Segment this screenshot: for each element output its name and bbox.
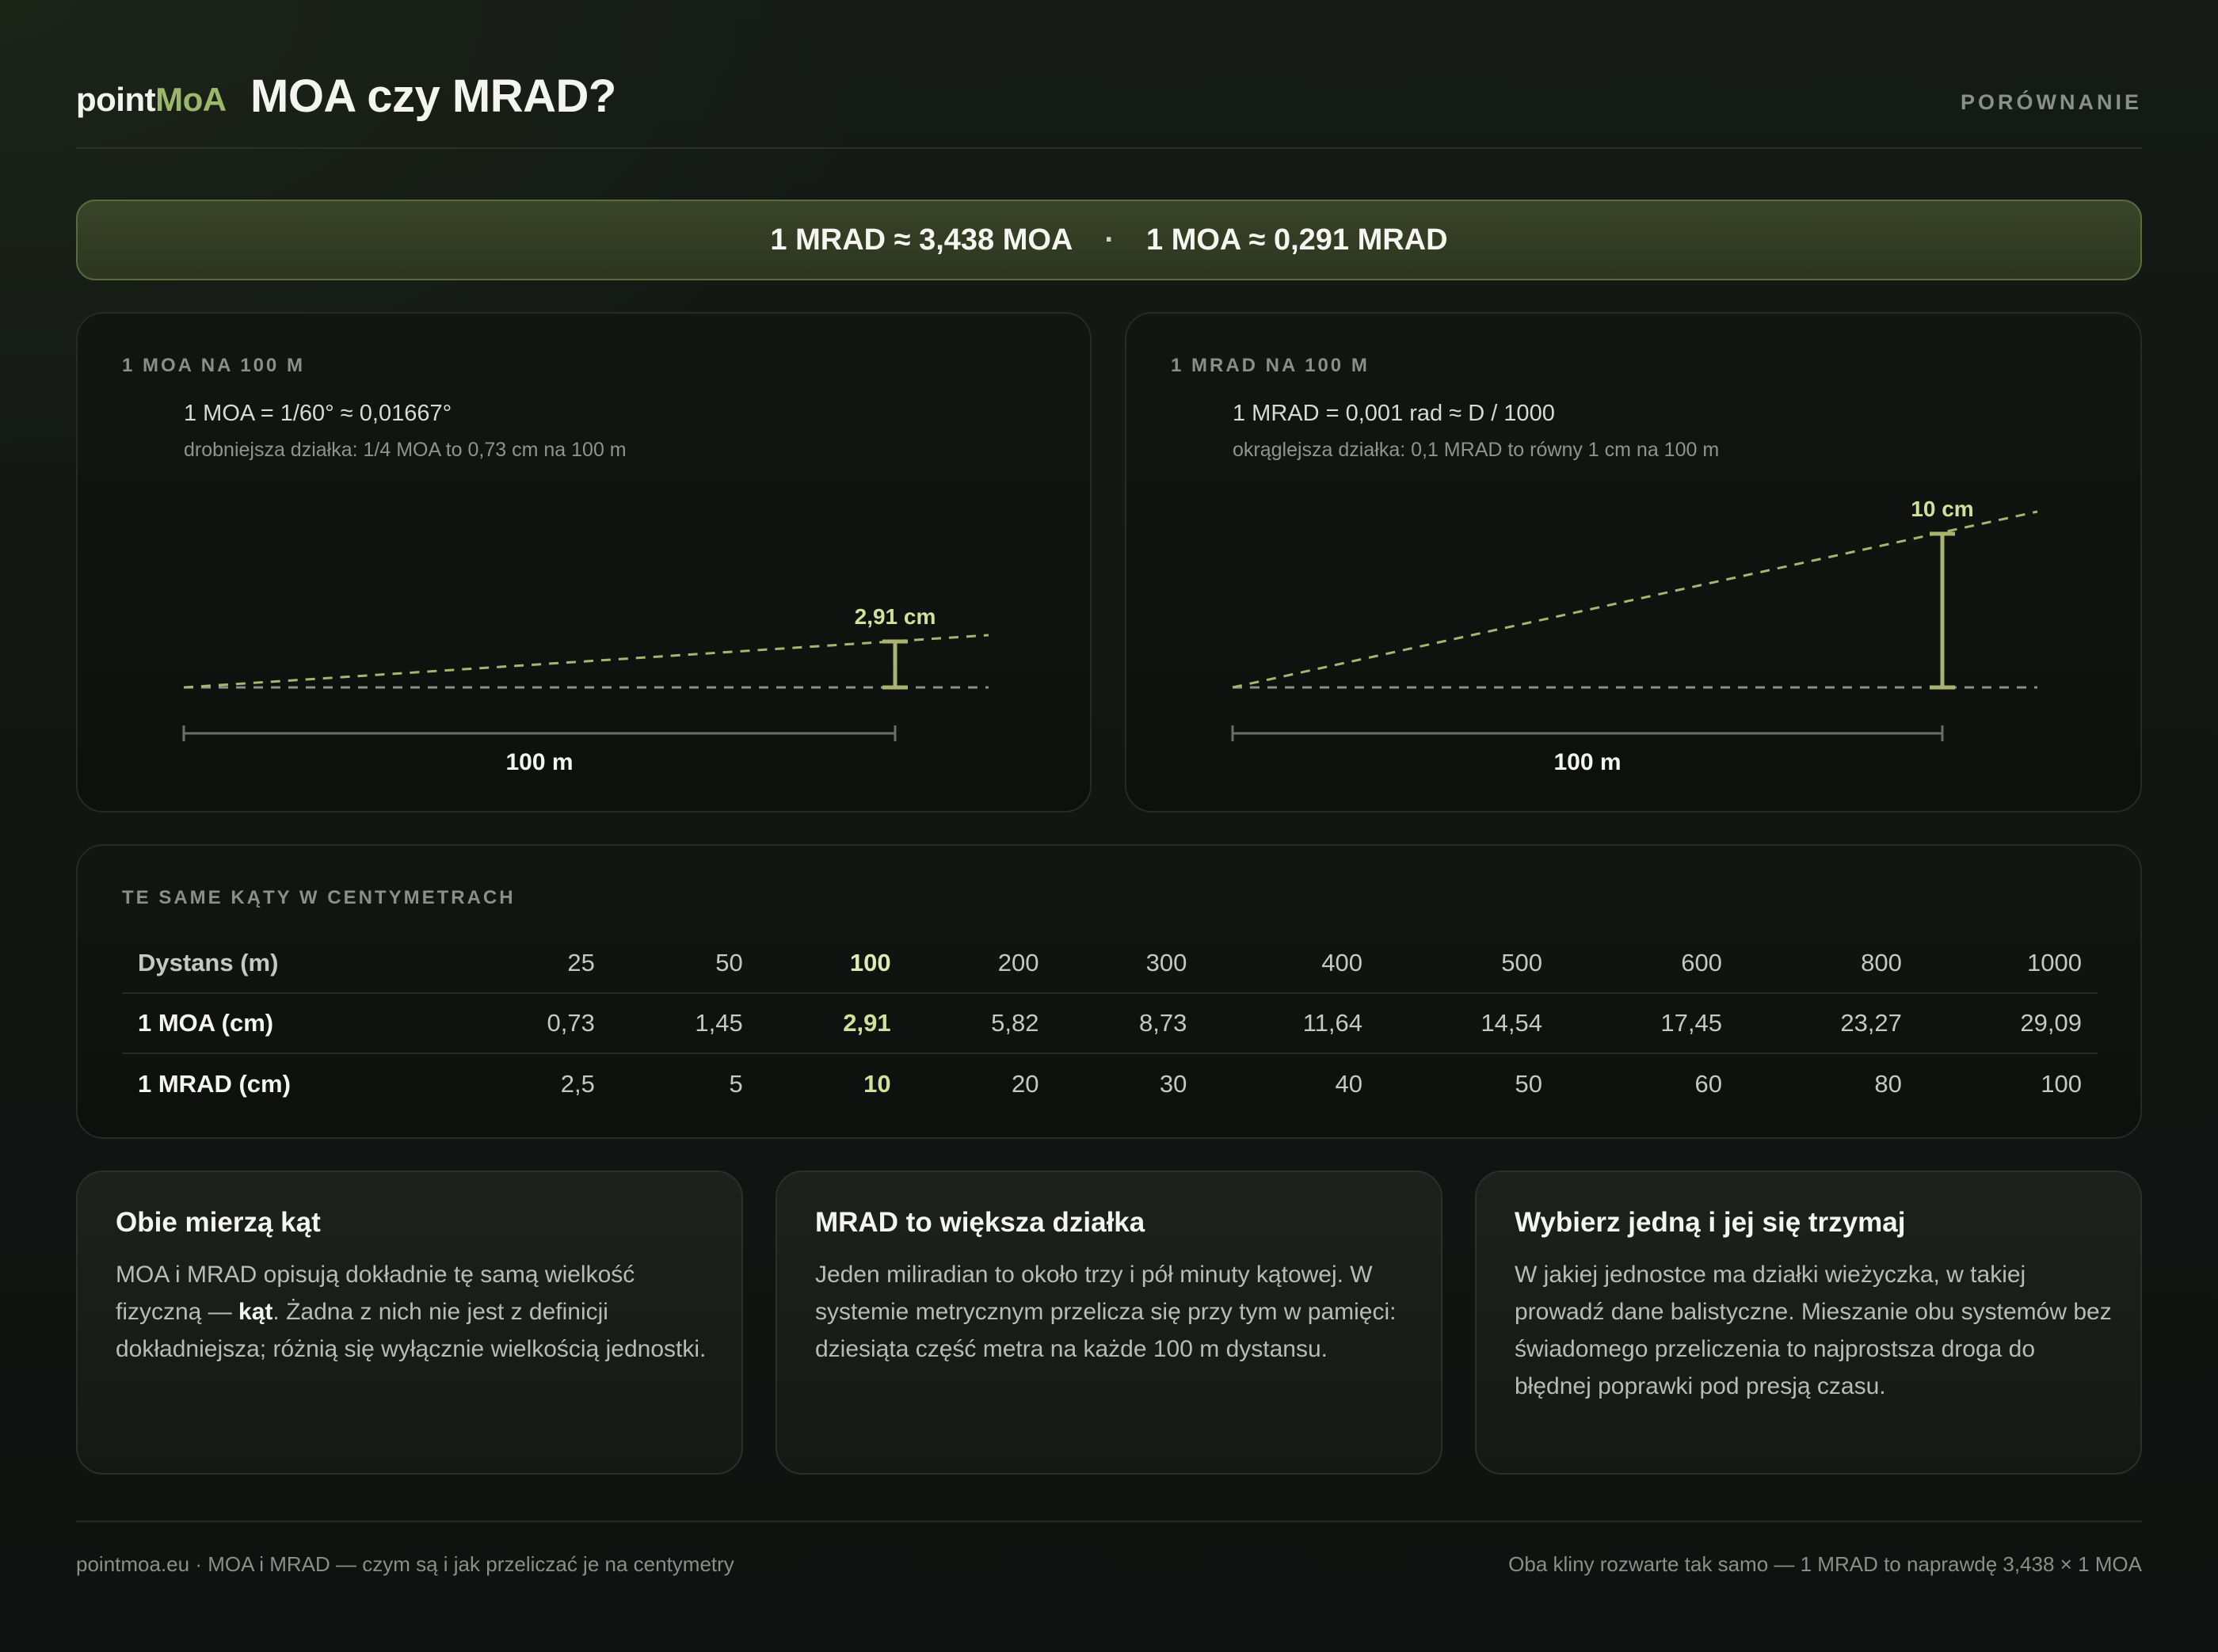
table-header-row: Dystans (m) 25 50 100 200 300 400 500 600 800 1000 <box>122 933 2098 994</box>
mrad-ray <box>1232 510 2038 689</box>
table-cell: 800 <box>1737 933 1918 994</box>
table-cell: 100 <box>758 933 907 994</box>
table-cell: 0,73 <box>463 993 611 1054</box>
mrad-panel-label: 1 MRAD NA 100 M <box>1171 355 1370 376</box>
row-header: Dystans (m) <box>122 933 463 994</box>
table-row: 1 MRAD (cm) 2,5 5 10 20 30 40 50 60 80 100 <box>122 1053 2098 1113</box>
table-cell: 14,54 <box>1378 993 1558 1054</box>
mrad-wedge-diagram: 10 cm 100 m <box>1231 497 2038 775</box>
table-cell: 60 <box>1694 1069 1722 1098</box>
table-cell: 400 <box>1202 933 1378 994</box>
card-text: W jakiej jednostce ma działki wieżyczka,… <box>1515 1262 2112 1399</box>
table-cell: 1,45 <box>610 993 759 1054</box>
table-cell: 1000 <box>1917 933 2098 994</box>
mrad-distance-ruler <box>1231 725 1944 741</box>
table-cell: 11,64 <box>1202 993 1378 1054</box>
footer-note: Oba kliny rozwarte tak samo — 1 MRAD to … <box>1508 1552 2142 1576</box>
table-cell: 600 <box>1557 933 1738 994</box>
card-text: MOA i MRAD opisują dokładnie tę samą wie… <box>116 1262 707 1362</box>
table-cell: 5 <box>729 1069 743 1098</box>
table-cell: 20 <box>1012 1069 1039 1098</box>
info-card-angle: Obie mierzą kąt MOA i MRAD opisują dokła… <box>76 1170 743 1475</box>
table-label: TE SAME KĄTY W CENTYMETRACH <box>122 887 516 908</box>
footer: pointmoa.eu · MOA i MRAD — czym są i jak… <box>76 1521 2142 1576</box>
moa-note: drobniejsza działka: 1/4 MOA to 0,73 cm … <box>184 439 627 461</box>
table-cell: 29,09 <box>1917 993 2098 1054</box>
table-cell: 200 <box>906 933 1055 994</box>
table-cell: 100 <box>2041 1069 2082 1098</box>
conversion-mrad-to-moa: 1 MRAD ≈ 3,438 MOA <box>770 223 1073 257</box>
table-cell: 50 <box>1515 1069 1542 1098</box>
moa-offset-marker <box>882 639 908 690</box>
conversion-banner: 1 MRAD ≈ 3,438 MOA · 1 MOA ≈ 0,291 MRAD <box>76 200 2142 280</box>
table-cell: 5,82 <box>906 993 1055 1054</box>
logo-text-moa: MoA <box>155 81 227 118</box>
mrad-panel: 1 MRAD NA 100 M 1 MRAD = 0,001 rad ≈ D /… <box>1125 312 2142 813</box>
info-card-mrad: MRAD to większa działka Jeden miliradian… <box>776 1170 1442 1475</box>
card-title: MRAD to większa działka <box>815 1207 1145 1238</box>
moa-panel: 1 MOA NA 100 M 1 MOA = 1/60° ≈ 0,01667° … <box>76 312 1092 813</box>
table-cell: 80 <box>1874 1069 1902 1098</box>
table-cell: 2,5 <box>560 1069 595 1098</box>
info-card-choose: Wybierz jedną i jej się trzymaj W jakiej… <box>1475 1170 2142 1475</box>
table-cell: 300 <box>1054 933 1203 994</box>
conversion-table: Dystans (m) 25 50 100 200 300 400 500 600 800 1000… <box>122 933 2098 1113</box>
mrad-offset-label: 10 cm <box>1911 497 1973 521</box>
mrad-distance-label: 100 m <box>1553 749 1621 775</box>
card-title: Obie mierzą kąt <box>116 1207 321 1238</box>
mrad-formula: 1 MRAD = 0,001 rad ≈ D / 1000 <box>1233 401 1555 426</box>
moa-wedge-diagram: 2,91 cm 100 m <box>182 604 989 775</box>
row-header: 1 MOA (cm) <box>122 993 463 1054</box>
moa-distance-ruler <box>182 725 897 741</box>
conversion-moa-to-mrad: 1 MOA ≈ 0,291 MRAD <box>1146 223 1448 257</box>
table-cell: 8,73 <box>1054 993 1203 1054</box>
banner-separator: · <box>1104 223 1115 257</box>
logo-text-point: point <box>76 81 156 118</box>
table-cell: 25 <box>463 933 611 994</box>
footer-source: pointmoa.eu · MOA i MRAD — czym są i jak… <box>76 1552 734 1576</box>
header: pointMoA MOA czy MRAD? PORÓWNANIE <box>76 70 2142 149</box>
moa-ray <box>183 634 989 689</box>
table-cell: 50 <box>610 933 759 994</box>
table-cell: 23,27 <box>1737 993 1918 1054</box>
card-title: Wybierz jedną i jej się trzymaj <box>1515 1207 1906 1238</box>
conversion-table-panel: TE SAME KĄTY W CENTYMETRACH Dystans (m) 2… <box>76 844 2142 1139</box>
table-cell: 17,45 <box>1557 993 1738 1054</box>
section-tag: PORÓWNANIE <box>1961 90 2142 114</box>
table-cell: 40 <box>1335 1069 1362 1098</box>
moa-formula: 1 MOA = 1/60° ≈ 0,01667° <box>184 401 452 426</box>
table-cell: 500 <box>1378 933 1558 994</box>
row-header: 1 MRAD (cm) <box>138 1069 291 1098</box>
moa-distance-label: 100 m <box>505 749 573 775</box>
card-text: Jeden miliradian to około trzy i pół min… <box>815 1262 1397 1362</box>
table-cell: 2,91 <box>758 993 907 1054</box>
logo[interactable]: pointMoA <box>76 81 227 119</box>
mrad-offset-marker <box>1930 531 1955 690</box>
mrad-note: okrąglejsza działka: 0,1 MRAD to równy 1… <box>1233 439 1720 461</box>
card-text-bold: kąt <box>238 1299 273 1325</box>
table-cell: 10 <box>863 1069 891 1098</box>
moa-offset-label: 2,91 cm <box>855 604 936 629</box>
page-title: MOA czy MRAD? <box>250 70 616 122</box>
table-row: 1 MOA (cm) 0,73 1,45 2,91 5,82 8,73 11,64 14,54… <box>122 993 2098 1054</box>
table-cell: 30 <box>1159 1069 1187 1098</box>
moa-panel-label: 1 MOA NA 100 M <box>122 355 305 376</box>
